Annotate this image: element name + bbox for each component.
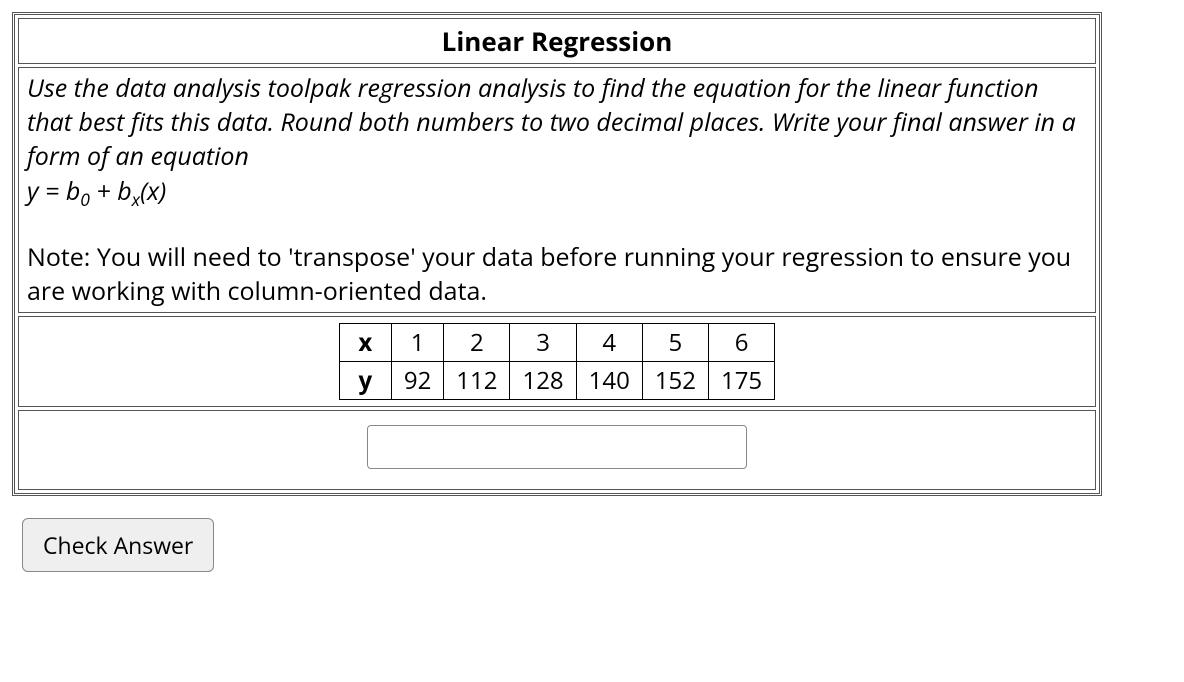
data-row: x 1 2 3 4 5 6 y 92 112 128 140 152 175 bbox=[18, 316, 1096, 407]
x-cell-4: 5 bbox=[642, 324, 708, 362]
x-cell-5: 6 bbox=[708, 324, 774, 362]
x-cell-1: 2 bbox=[444, 324, 510, 362]
eq-bx-sub: x bbox=[132, 188, 140, 212]
eq-plus: + bbox=[90, 174, 117, 208]
eq-bx-b: b bbox=[117, 174, 131, 208]
note-text: Note: You will need to 'transpose' your … bbox=[27, 241, 1087, 309]
y-cell-0: 92 bbox=[391, 362, 443, 400]
x-cell-0: 1 bbox=[391, 324, 443, 362]
y-cell-1: 112 bbox=[444, 362, 510, 400]
table-row: x 1 2 3 4 5 6 bbox=[339, 324, 774, 362]
row-header-y: y bbox=[339, 362, 391, 400]
eq-b0-sub: 0 bbox=[80, 188, 90, 212]
equation-line: y = b0 + bx(x) bbox=[27, 175, 1087, 213]
instructions-text: Use the data analysis toolpak regression… bbox=[27, 72, 1087, 173]
table-row: y 92 112 128 140 152 175 bbox=[339, 362, 774, 400]
check-answer-button[interactable]: Check Answer bbox=[22, 518, 214, 572]
x-cell-2: 3 bbox=[510, 324, 576, 362]
answer-row bbox=[18, 410, 1096, 490]
y-cell-2: 128 bbox=[510, 362, 576, 400]
row-header-x: x bbox=[339, 324, 391, 362]
eq-y: y bbox=[27, 174, 39, 208]
eq-b0-b: b bbox=[66, 174, 80, 208]
page-title: Linear Regression bbox=[442, 23, 673, 59]
answer-input[interactable] bbox=[367, 425, 747, 469]
y-cell-4: 152 bbox=[642, 362, 708, 400]
question-container: Linear Regression Use the data analysis … bbox=[12, 12, 1102, 496]
y-cell-3: 140 bbox=[576, 362, 642, 400]
title-row: Linear Regression bbox=[18, 18, 1096, 64]
eq-equals: = bbox=[39, 174, 66, 208]
instructions-row: Use the data analysis toolpak regression… bbox=[18, 67, 1096, 313]
y-cell-5: 175 bbox=[708, 362, 774, 400]
data-table: x 1 2 3 4 5 6 y 92 112 128 140 152 175 bbox=[339, 323, 775, 400]
eq-paren: (x) bbox=[140, 174, 166, 208]
x-cell-3: 4 bbox=[576, 324, 642, 362]
